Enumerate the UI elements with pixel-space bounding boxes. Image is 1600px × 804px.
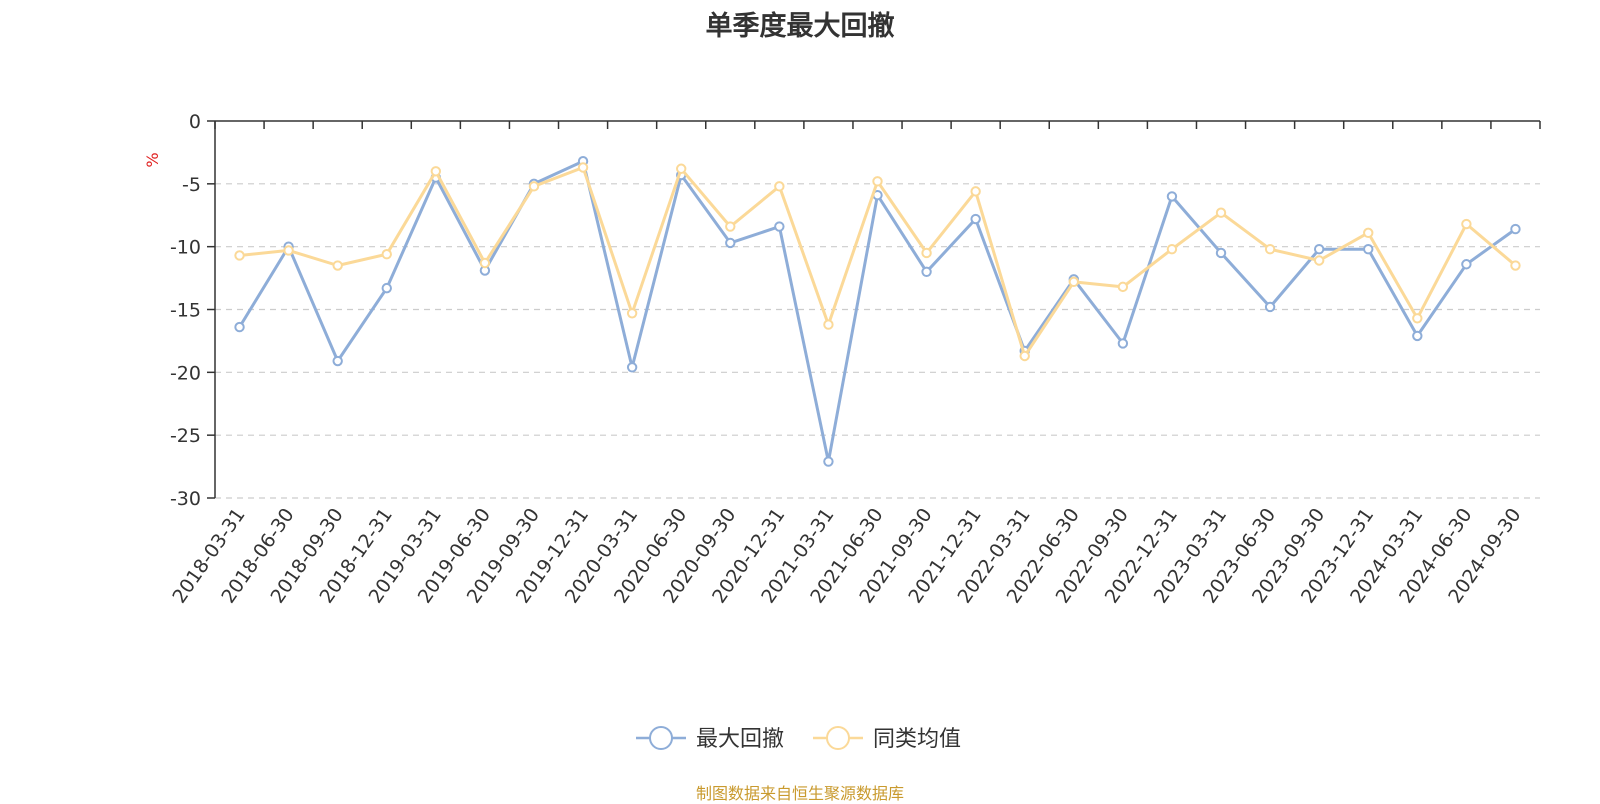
- legend: 最大回撤 同类均值: [636, 726, 961, 752]
- x-tick-labels: 2018-03-312018-06-302018-09-302018-12-31…: [168, 121, 1541, 607]
- data-point: [1264, 243, 1276, 255]
- legend-label: 同类均值: [873, 727, 961, 752]
- data-point: [1412, 330, 1423, 342]
- data-point: [332, 355, 343, 367]
- data-point: [1510, 260, 1521, 271]
- data-point: [1363, 243, 1374, 255]
- data-point: [479, 257, 491, 269]
- data-point: [430, 166, 442, 177]
- y-tick-label: -10: [170, 237, 201, 259]
- y-tick-label: 0: [189, 111, 201, 133]
- data-point: [381, 282, 392, 294]
- y-axis-label: %: [143, 152, 162, 167]
- data-point: [676, 163, 687, 174]
- chart-title: 单季度最大回撤: [705, 11, 895, 42]
- y-tick-labels: 0 -5 -10 -15 -20 -25 -30: [170, 111, 215, 510]
- data-point: [577, 162, 589, 173]
- grid-lines: [215, 183, 1540, 499]
- y-tick-label: -15: [170, 300, 201, 322]
- data-point: [283, 245, 294, 256]
- data-point: [823, 456, 834, 467]
- legend-item-max-drawdown: 最大回撤: [636, 726, 784, 752]
- legend-marker: [649, 726, 673, 750]
- data-point: [1215, 247, 1227, 259]
- y-tick-label: -5: [182, 174, 201, 196]
- data-point: [921, 266, 932, 277]
- data-point: [1117, 281, 1129, 293]
- data-point: [1363, 227, 1374, 239]
- series-peer-average: [234, 162, 1521, 362]
- data-point: [823, 319, 834, 330]
- legend-label: 最大回撤: [696, 727, 784, 752]
- data-point: [970, 186, 981, 197]
- data-point: [1461, 218, 1472, 230]
- data-point: [1510, 223, 1521, 235]
- data-point: [1215, 207, 1227, 218]
- data-point: [970, 213, 981, 225]
- data-point: [1166, 191, 1178, 202]
- y-tick-label: -20: [170, 362, 201, 384]
- data-point: [1412, 313, 1423, 324]
- data-point: [1313, 255, 1325, 266]
- data-point: [725, 221, 736, 232]
- data-point: [626, 362, 638, 373]
- data-point: [774, 221, 785, 232]
- data-point: [381, 249, 392, 260]
- data-point: [1313, 243, 1325, 255]
- legend-item-peer-average: 同类均值: [813, 726, 961, 752]
- data-point: [1264, 301, 1276, 313]
- data-point: [234, 321, 245, 333]
- data-point: [1019, 350, 1030, 362]
- data-point: [332, 260, 343, 271]
- legend-marker: [826, 726, 850, 750]
- data-point: [774, 181, 785, 192]
- data-point: [872, 176, 883, 187]
- y-tick-label: -25: [170, 425, 201, 447]
- y-tick-label: -30: [170, 488, 201, 510]
- data-point: [528, 181, 540, 192]
- series-line: [238, 159, 1517, 464]
- data-point: [1166, 243, 1178, 255]
- series-group: [234, 156, 1521, 467]
- data-point: [626, 308, 638, 319]
- data-point: [1461, 259, 1472, 270]
- data-point: [921, 247, 932, 259]
- data-point: [234, 250, 245, 261]
- data-point: [1068, 276, 1079, 288]
- source-note: 制图数据来自恒生聚源数据库: [695, 784, 904, 803]
- data-point: [725, 237, 736, 249]
- data-point: [1117, 338, 1129, 349]
- series-max-drawdown: [234, 156, 1521, 467]
